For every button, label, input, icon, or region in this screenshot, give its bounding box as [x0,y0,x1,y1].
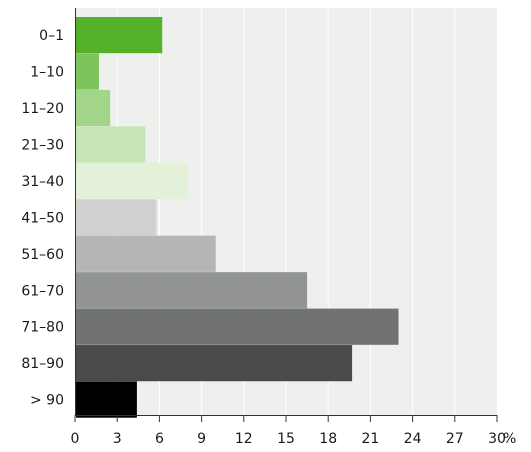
category-label: 71–80 [21,320,64,336]
bar [76,381,137,418]
x-tick-label: 0 [71,431,80,447]
x-tick-label: 21 [361,431,379,447]
x-tick-label: 18 [319,431,337,447]
bar [76,89,111,127]
bar [76,235,216,272]
x-tick-label: 27 [446,431,464,447]
bar [76,17,163,54]
x-unit-label: % [503,431,516,447]
bars [76,17,399,418]
category-label: 81–90 [21,356,64,372]
x-tick-label: 12 [235,431,253,447]
x-tick-label: 24 [404,431,422,447]
bar [76,126,146,163]
category-label: 0–1 [39,28,64,44]
gridlines [116,8,456,415]
x-tick-label: 30 [488,431,506,447]
category-label: 61–70 [21,283,64,299]
category-labels: 0–1 1–10 11–20 21–30 31–40 41–50 51–60 61–70 71–… [21,28,64,409]
bar [76,162,188,199]
category-label: 51–60 [21,247,64,263]
category-label: > 90 [30,393,64,409]
bar [76,199,157,236]
category-label: 11–20 [21,101,64,117]
category-label: 31–40 [21,174,64,190]
x-tick-label: 15 [277,431,295,447]
x-ticks [74,415,498,422]
category-label: 21–30 [21,137,64,153]
x-tick-label: 6 [155,431,164,447]
bar [76,345,353,382]
x-tick-labels: 0 3 6 9 12 15 18 21 24 27 30 [71,431,506,447]
bar [76,53,99,90]
bar [76,308,399,345]
category-label: 41–50 [21,210,64,226]
bar [76,272,308,309]
x-tick-label: 9 [197,431,206,447]
category-label: 1–10 [30,65,64,81]
x-tick-label: 3 [113,431,122,447]
